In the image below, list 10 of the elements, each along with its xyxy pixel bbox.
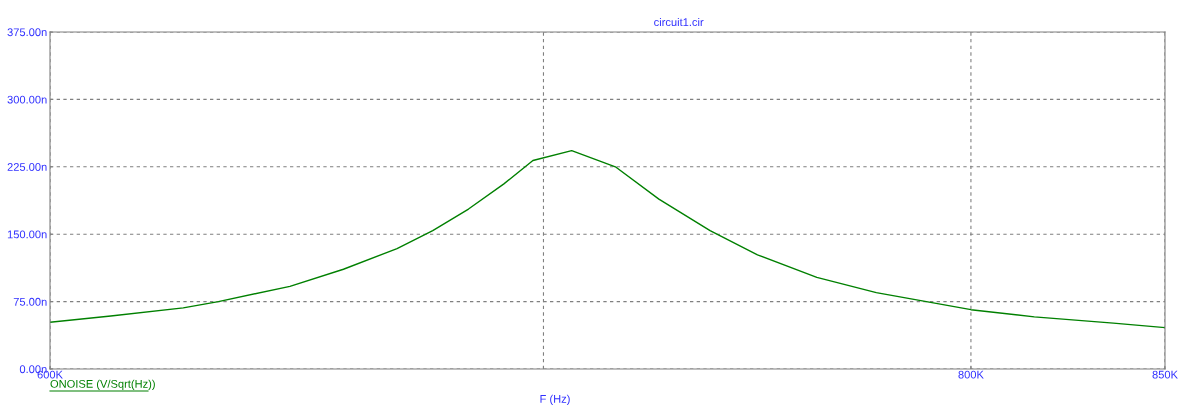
y-tick-label: 150.00n — [7, 230, 47, 239]
x-tick-label: 800K — [958, 370, 984, 379]
y-tick-label: 375.00n — [7, 28, 47, 37]
chart-title: circuit1.cir — [654, 17, 704, 27]
text: ONOISE (V/Sqrt(Hz)) — [50, 379, 155, 390]
y-tick-label: 225.00n — [7, 163, 47, 171]
x-tick-label: 850K — [1152, 370, 1178, 379]
x-axis-title: F (Hz) — [540, 394, 570, 405]
y-tick-label: 75.00n — [13, 297, 47, 306]
y-tick-label: 300.00n — [7, 95, 47, 104]
